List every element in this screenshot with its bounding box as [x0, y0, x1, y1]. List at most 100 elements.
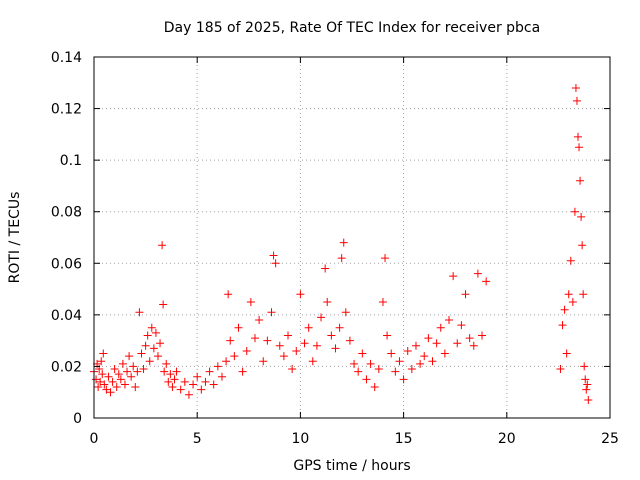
grid: [94, 57, 610, 418]
data-point: [577, 212, 586, 221]
data-point: [374, 365, 383, 374]
plot-frame: [93, 56, 611, 419]
data-point: [482, 277, 491, 286]
data-point: [453, 339, 462, 348]
y-tick-label: 0.06: [51, 256, 82, 272]
data-point: [238, 367, 247, 376]
data-point: [350, 359, 359, 368]
data-point: [335, 323, 344, 332]
x-tick-label: 15: [395, 431, 413, 447]
data-point: [110, 365, 119, 374]
x-tick-label: 10: [291, 431, 309, 447]
data-point: [106, 388, 115, 397]
data-point: [461, 290, 470, 299]
data-point: [424, 334, 433, 343]
axis-ticks: [93, 56, 611, 419]
data-point: [582, 385, 591, 394]
data-point: [331, 344, 340, 353]
data-point: [230, 352, 239, 361]
data-point: [116, 375, 125, 384]
data-point: [341, 308, 350, 317]
data-points: [90, 83, 593, 404]
x-tick-label: 0: [90, 431, 99, 447]
data-point: [575, 143, 584, 152]
y-axis-label: ROTI / TECUs: [7, 192, 23, 284]
x-tick-label: 25: [601, 431, 619, 447]
data-point: [209, 380, 218, 389]
data-point: [562, 349, 571, 358]
data-point: [96, 377, 105, 386]
data-point: [321, 264, 330, 273]
y-tick-label: 0.14: [51, 50, 82, 66]
y-tick-label: 0.1: [60, 153, 82, 169]
data-point: [118, 359, 127, 368]
data-point: [391, 367, 400, 376]
data-point: [339, 238, 348, 247]
data-point: [160, 367, 169, 376]
data-point: [275, 341, 284, 350]
data-point: [217, 372, 226, 381]
data-point: [164, 377, 173, 386]
data-point: [205, 367, 214, 376]
data-point: [584, 395, 593, 404]
data-point: [469, 341, 478, 350]
data-point: [300, 339, 309, 348]
data-point: [457, 321, 466, 330]
data-point: [403, 346, 412, 355]
data-point: [159, 300, 168, 309]
data-point: [143, 331, 152, 340]
y-tick-label: 0.08: [51, 205, 82, 221]
data-point: [166, 370, 175, 379]
data-point: [168, 383, 177, 392]
data-point: [560, 305, 569, 314]
data-point: [583, 380, 592, 389]
data-point: [465, 334, 474, 343]
data-point: [345, 336, 354, 345]
data-point: [246, 297, 255, 306]
data-point: [449, 272, 458, 281]
data-point: [292, 346, 301, 355]
data-point: [92, 375, 101, 384]
data-point: [158, 241, 167, 250]
data-point: [570, 207, 579, 216]
y-tick-label: 0: [73, 411, 82, 427]
data-point: [271, 259, 280, 268]
data-point: [337, 254, 346, 263]
data-point: [308, 357, 317, 366]
data-point: [574, 132, 583, 141]
data-point: [366, 359, 375, 368]
data-point: [362, 375, 371, 384]
data-point: [255, 316, 264, 325]
data-point: [407, 365, 416, 374]
data-point: [354, 367, 363, 376]
data-point: [580, 362, 589, 371]
data-point: [288, 365, 297, 374]
data-point: [149, 344, 158, 353]
data-point: [141, 341, 150, 350]
data-point: [234, 323, 243, 332]
data-point: [133, 367, 142, 376]
data-point: [102, 385, 111, 394]
data-point: [145, 357, 154, 366]
data-point: [571, 83, 580, 92]
data-point: [445, 316, 454, 325]
data-point: [201, 377, 210, 386]
data-point: [370, 383, 379, 392]
data-point: [180, 377, 189, 386]
data-point: [576, 176, 585, 185]
data-point: [189, 380, 198, 389]
data-point: [99, 349, 108, 358]
data-point: [104, 372, 113, 381]
data-point: [304, 323, 313, 332]
data-point: [312, 341, 321, 350]
data-point: [139, 365, 148, 374]
data-point: [259, 357, 268, 366]
data-point: [267, 308, 276, 317]
data-point: [432, 339, 441, 348]
data-point: [123, 367, 132, 376]
data-point: [572, 96, 581, 105]
data-point: [226, 336, 235, 345]
data-point: [147, 323, 156, 332]
data-point: [269, 251, 278, 260]
data-point: [327, 331, 336, 340]
